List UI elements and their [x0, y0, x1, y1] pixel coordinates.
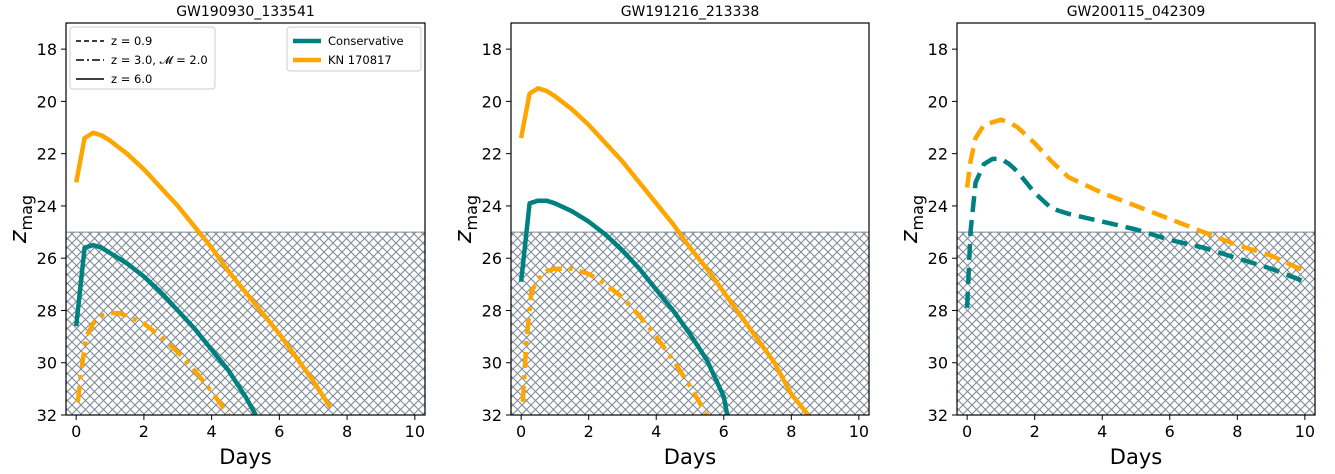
y-tick-label: 18: [928, 40, 948, 59]
y-tick-label: 30: [928, 354, 948, 373]
y-tick-label: 32: [482, 406, 502, 425]
y-tick-label: 20: [37, 92, 57, 111]
x-tick-label: 4: [207, 422, 217, 441]
legend-label: z = 6.0: [111, 72, 152, 86]
series-line-conservative: [518, 198, 730, 415]
linestyle-legend: z = 0.9 z = 3.0, 𝓜 = 2.0 z = 6.0: [69, 26, 216, 90]
y-tick-label: 32: [928, 406, 948, 425]
chart-title: GW191216_213338: [621, 4, 760, 20]
y-tick-label: 32: [37, 406, 57, 425]
y-tick-label: 22: [928, 145, 948, 164]
x-tick-label: 10: [849, 422, 869, 441]
series-line-kn-170817: [964, 117, 1306, 274]
y-tick-label: 28: [37, 301, 57, 320]
sensitivity-limit-hatch: [511, 232, 869, 415]
x-tick-label: 4: [1097, 422, 1107, 441]
y-axis-label: zmag: [449, 195, 481, 244]
chart-panel-2: 0 2 4 6 8 101820222426283032GW191216_213338Da…: [449, 4, 870, 469]
x-axis-label: Days: [1110, 445, 1162, 469]
y-tick-label: 30: [37, 354, 57, 373]
y-tick-label: 22: [37, 145, 57, 164]
y-tick-label: 24: [482, 197, 502, 216]
x-tick-label: 2: [1030, 422, 1040, 441]
chart-title: GW200115_042309: [1067, 4, 1206, 20]
y-tick-label: 24: [928, 197, 948, 216]
y-tick-label: 18: [482, 40, 502, 59]
y-tick-label: 26: [37, 249, 57, 268]
chart-panel-1: 0 2 4 6 8 101820222426283032GW190930_133541Da…: [4, 4, 426, 469]
y-tick-label: 28: [482, 301, 502, 320]
legend-label: KN 170817: [328, 53, 392, 67]
x-tick-label: 10: [405, 422, 425, 441]
series-line-conservative: [964, 156, 1306, 309]
y-tick-label: 26: [928, 249, 948, 268]
x-tick-label: 6: [719, 422, 729, 441]
x-axis-label: Days: [664, 445, 716, 469]
y-tick-label: 30: [482, 354, 502, 373]
y-tick-label: 24: [37, 197, 57, 216]
plot-frame: [510, 22, 870, 416]
legend-label: z = 0.9: [111, 34, 152, 48]
series-line-conservative: [73, 242, 258, 415]
x-tick-label: 8: [1232, 422, 1242, 441]
y-tick-label: 20: [928, 92, 948, 111]
x-tick-label: 6: [1165, 422, 1175, 441]
legend-box: [69, 26, 216, 90]
legend-label: z = 3.0, 𝓜 = 2.0: [111, 53, 208, 67]
x-tick-label: 6: [274, 422, 284, 441]
series-line-dashdot-2: [520, 266, 709, 415]
series-line-kn-170817: [518, 86, 810, 415]
x-tick-label: 2: [139, 422, 149, 441]
x-tick-label: 8: [342, 422, 352, 441]
legend-label: Conservative: [328, 34, 404, 48]
y-tick-label: 26: [482, 249, 502, 268]
y-axis-label: zmag: [4, 195, 36, 244]
y-tick-label: 22: [482, 145, 502, 164]
x-tick-label: 10: [1295, 422, 1315, 441]
x-tick-label: 0: [962, 422, 972, 441]
y-tick-label: 20: [482, 92, 502, 111]
series-line-kn-170817: [73, 130, 333, 409]
x-tick-label: 0: [516, 422, 526, 441]
y-tick-label: 18: [37, 40, 57, 59]
color-legend: Conservative KN 170817: [286, 26, 422, 72]
x-axis-label: Days: [219, 445, 271, 469]
plot-frame: [65, 22, 426, 416]
series-line-dashdot-2: [75, 310, 231, 415]
plot-frame: [956, 22, 1316, 416]
y-axis-label: zmag: [895, 195, 927, 244]
x-tick-label: 0: [71, 422, 81, 441]
chart-panel-3: 0 2 4 6 8 101820222426283032GW200115_042309Da…: [895, 4, 1316, 469]
x-tick-label: 8: [786, 422, 796, 441]
x-tick-label: 4: [651, 422, 661, 441]
x-tick-label: 2: [584, 422, 594, 441]
y-tick-label: 28: [928, 301, 948, 320]
chart-title: GW190930_133541: [176, 4, 315, 20]
sensitivity-limit-hatch: [957, 232, 1315, 415]
